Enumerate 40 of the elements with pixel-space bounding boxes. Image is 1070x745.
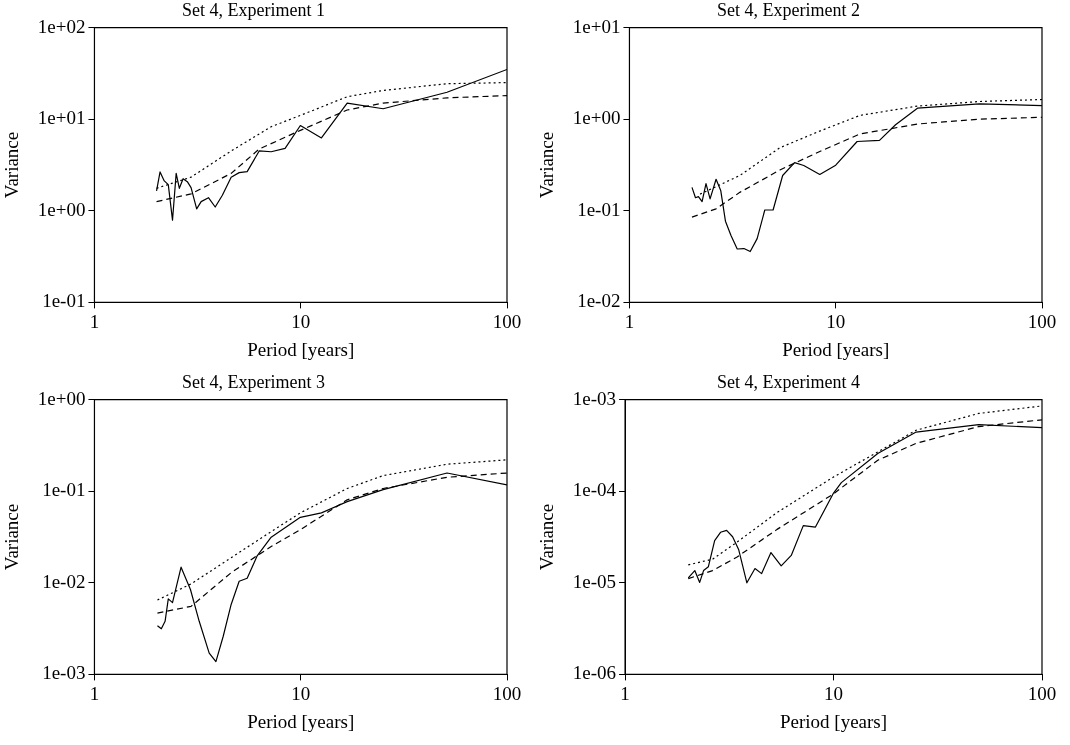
y-tick-label: 1e-02 [42, 570, 86, 592]
y-tick-label: 1e+00 [37, 198, 86, 220]
y-axis-title: Variance [536, 503, 558, 571]
y-tick-label: 1e+02 [37, 15, 86, 37]
x-tick-label: 10 [826, 310, 846, 332]
y-tick-label: 1e-03 [572, 387, 617, 409]
x-axis-title: Period [years] [247, 710, 355, 732]
x-tick-label: 100 [1027, 682, 1057, 704]
y-tick-label: 1e+01 [37, 107, 86, 129]
chart-title: Set 4, Experiment 2 [717, 0, 860, 20]
x-tick-label: 1 [624, 310, 635, 332]
y-axis-title: Variance [1, 503, 23, 571]
y-axis-title: Variance [536, 131, 558, 199]
y-tick-label: 1e-01 [42, 479, 86, 501]
y-tick-label: 1e-01 [42, 290, 86, 312]
x-tick-label: 1 [89, 310, 100, 332]
chart-title: Set 4, Experiment 3 [182, 371, 325, 392]
y-tick-label: 1e-03 [42, 662, 86, 684]
chart-title: Set 4, Experiment 1 [182, 0, 325, 20]
x-tick-label: 100 [492, 310, 522, 332]
y-tick-label: 1e-04 [572, 479, 617, 501]
x-tick-label: 1 [620, 682, 630, 704]
x-tick-label: 10 [291, 310, 311, 332]
y-tick-label: 1e+01 [572, 15, 621, 37]
x-axis-title: Period [years] [782, 338, 890, 360]
x-tick-label: 1 [89, 682, 100, 704]
y-tick-label: 1e-02 [577, 290, 621, 312]
y-tick-label: 1e+00 [37, 387, 86, 409]
y-axis-title: Variance [1, 131, 23, 199]
x-tick-label: 10 [291, 682, 311, 704]
x-tick-label: 100 [1027, 310, 1057, 332]
y-tick-label: 1e-01 [577, 198, 621, 220]
x-tick-label: 10 [824, 682, 844, 704]
x-axis-title: Period [years] [779, 710, 888, 732]
chart-title: Set 4, Experiment 4 [717, 371, 860, 392]
y-tick-label: 1e-05 [572, 570, 617, 592]
x-tick-label: 100 [492, 682, 522, 704]
x-axis-title: Period [years] [247, 338, 355, 360]
y-tick-label: 1e-06 [572, 662, 617, 684]
y-tick-label: 1e+00 [572, 107, 621, 129]
